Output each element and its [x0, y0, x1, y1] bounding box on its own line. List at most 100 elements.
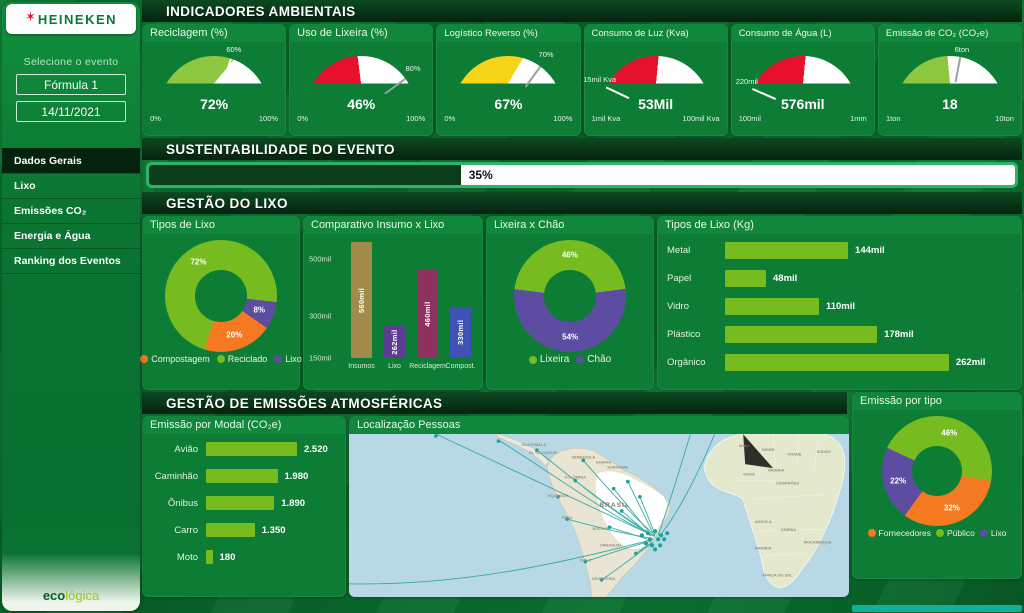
route-dots: [434, 434, 670, 582]
hbar-track: 110mil: [725, 298, 1012, 315]
gauge-title: Consumo de Água (L): [730, 24, 875, 42]
ecologica-logo: ecológica: [2, 588, 140, 603]
gauge-title: Logístico Reverso (%): [436, 24, 581, 42]
donut-hole: [195, 270, 247, 322]
bar-column-insumos: 560mil: [351, 242, 372, 358]
card-title: Lixeira x Chão: [486, 216, 654, 234]
gauge: 72% 60% 0% 100%: [148, 45, 280, 123]
donut-hole: [911, 445, 963, 497]
hbar-category-label: Carro: [174, 524, 198, 536]
y-axis-tick: 150mil: [309, 353, 332, 363]
comparativo-bar-chart: 500mil 300mil 150mil 560mil 262mil 460mil 330m…: [303, 242, 483, 370]
hbar-row-avião: Avião 2.520: [152, 442, 336, 456]
map-label-argentina: ARGENTINA: [592, 576, 616, 581]
map-label-zâmbia: ZÂMBIA: [781, 527, 796, 532]
comparativo-plot: 500mil 300mil 150mil 560mil 262mil 460mil 330m…: [309, 242, 475, 370]
people-location-map[interactable]: GUATEMALA EL SALVADOR VENEZUELAGUIANASURIN…: [349, 434, 849, 597]
gauge-max-label: 10ton: [995, 114, 1014, 123]
donut-slice-label: 72%: [190, 257, 207, 267]
map-label-peru: PERU: [562, 515, 573, 520]
hbar-category-label: Orgânico: [667, 357, 706, 368]
lixeira-x-chao-legend: Lixeira Chão: [486, 354, 654, 365]
map-label-angola: ANGOLA: [755, 519, 772, 524]
sidebar-item-4[interactable]: Ranking dos Eventos: [2, 248, 140, 274]
donut-tipos-lixo-ring: 72% 8% 20%: [165, 240, 277, 352]
main-content: INDICADORES AMBIENTAIS Reciclagem (%) 72%…: [140, 0, 1024, 613]
hbar-bar: [725, 298, 819, 315]
hbar-row-carro: Carro 1.350: [152, 523, 336, 537]
legend-label: Lixo: [285, 354, 302, 364]
lixo-cards-row: Tipos de Lixo 72% 8% 20% Compostagem Recicl…: [140, 216, 1024, 392]
x-axis-label: Insumos: [348, 363, 375, 370]
section-title: INDICADORES AMBIENTAIS: [166, 3, 356, 19]
emissao-por-tipo-donut: 46% 32% 22%: [852, 416, 1022, 526]
card-tipos-de-lixo-kg: Tipos de Lixo (Kg) Metal 144mil Papel 48mil…: [657, 216, 1022, 390]
donut-slice-label: 20%: [226, 330, 243, 340]
hbar-track: 262mil: [725, 354, 1012, 371]
ecologica-logo-eco: eco: [42, 588, 66, 603]
hbar-row-vidro: Vidro 110mil: [667, 298, 1012, 315]
gauge-min-max: 0% 100%: [442, 114, 574, 123]
map-label-brasil: BRASIL: [599, 502, 629, 509]
heineken-logo-text: HEINEKEN: [37, 11, 118, 27]
sidebar-item-2[interactable]: Emissões CO₂: [2, 198, 140, 223]
bar: 460mil: [417, 270, 438, 358]
card-title: Tipos de Lixo: [142, 216, 300, 234]
gauge-value: 67%: [494, 96, 523, 112]
gauge-threshold-label: 6ton: [954, 45, 970, 54]
gauge-max-label: 1mm: [850, 114, 867, 123]
legend-dot: [274, 355, 283, 363]
hbar-value-label: 1.980: [284, 470, 309, 482]
map-label-equador: EQUADOR: [548, 493, 568, 498]
sidebar-menu: Dados Gerais Lixo Emissões CO₂ Energia e Ág…: [2, 148, 140, 274]
legend-item-público: Público: [935, 528, 975, 538]
map-label-gana: GANA: [743, 472, 755, 477]
bar-value-label: 330mil: [456, 319, 465, 346]
gauge-min-max: 1mil Kva 100mil Kva: [590, 114, 722, 123]
hbar-row-moto: Moto 180: [152, 550, 336, 564]
hbar-value-label: 2.520: [304, 443, 328, 455]
gauge-title: Uso de Lixeira (%): [289, 24, 434, 42]
section-header-gestao-lixo: GESTÃO DO LIXO: [142, 192, 1022, 214]
hbar-value-label: 262mil: [955, 357, 986, 368]
bottom-accent-bar: [852, 605, 1022, 612]
gauge-threshold-label: 60%: [226, 45, 242, 54]
bottom-left-group: GESTÃO DE EMISSÕES ATMOSFÉRICAS Emissão …: [142, 392, 849, 597]
hbar-track: 2.520: [206, 442, 336, 456]
hbar-value-label: 178mil: [884, 329, 914, 340]
legend-item-lixo: Lixo: [979, 528, 1006, 538]
hbar-track: 178mil: [725, 326, 1012, 343]
gauge-max-label: 100%: [258, 114, 279, 123]
gauge-threshold-label: 220mil: [735, 76, 758, 86]
heineken-logo: ✶ HEINEKEN: [6, 4, 136, 34]
legend-item-fornecedores: Fornecedores: [867, 528, 931, 538]
sidebar-item-3[interactable]: Energia e Água: [2, 223, 140, 248]
gauge: 46% 80% 0% 100%: [295, 45, 427, 123]
donut-lixeira-chao-ring: 46% 54%: [514, 240, 626, 352]
sidebar-item-0[interactable]: Dados Gerais: [2, 148, 140, 173]
card-title: Localização Pessoas: [349, 416, 849, 434]
map-label-camarões: CAMARÕES: [776, 481, 799, 486]
map-label-colômbia: COLÔMBIA: [565, 475, 587, 480]
bar: 262mil: [384, 326, 405, 358]
gauge-max-label: 100%: [406, 114, 426, 123]
event-name-select[interactable]: Fórmula 1: [16, 74, 126, 95]
hbar-row-papel: Papel 48mil: [667, 270, 1012, 287]
bars-area: 560mil 262mil 460mil 330mil: [347, 242, 475, 358]
gauge-value: 72%: [200, 96, 229, 112]
gauge-emissao-co2: Emissão de CO₂ (CO₂e) 18 6ton 1ton 10ton: [877, 24, 1023, 136]
sidebar-item-1[interactable]: Lixo: [2, 173, 140, 198]
legend-item-reciclado: Reciclado: [216, 354, 267, 364]
africa-borders: [732, 434, 824, 556]
progress-track: 35%: [149, 165, 1015, 185]
legend-label: Público: [946, 528, 975, 538]
x-axis-labels: Insumos Lixo Reciclagem Compost.: [347, 363, 475, 370]
map-label-venezuela: VENEZUELA: [571, 454, 595, 459]
event-date-select[interactable]: 14/11/2021: [16, 101, 126, 122]
map-label-moçambique: MOÇAMBIQUE: [804, 539, 832, 544]
map-label-namíbia: NAMÍBIA: [755, 545, 772, 550]
hbar-bar: [725, 326, 878, 343]
hbar-category-label: Ônibus: [167, 497, 198, 509]
map-label-áfrica do sul: ÁFRICA DO SUL: [762, 573, 793, 578]
map-label-bolívia: BOLÍVIA: [593, 526, 609, 531]
